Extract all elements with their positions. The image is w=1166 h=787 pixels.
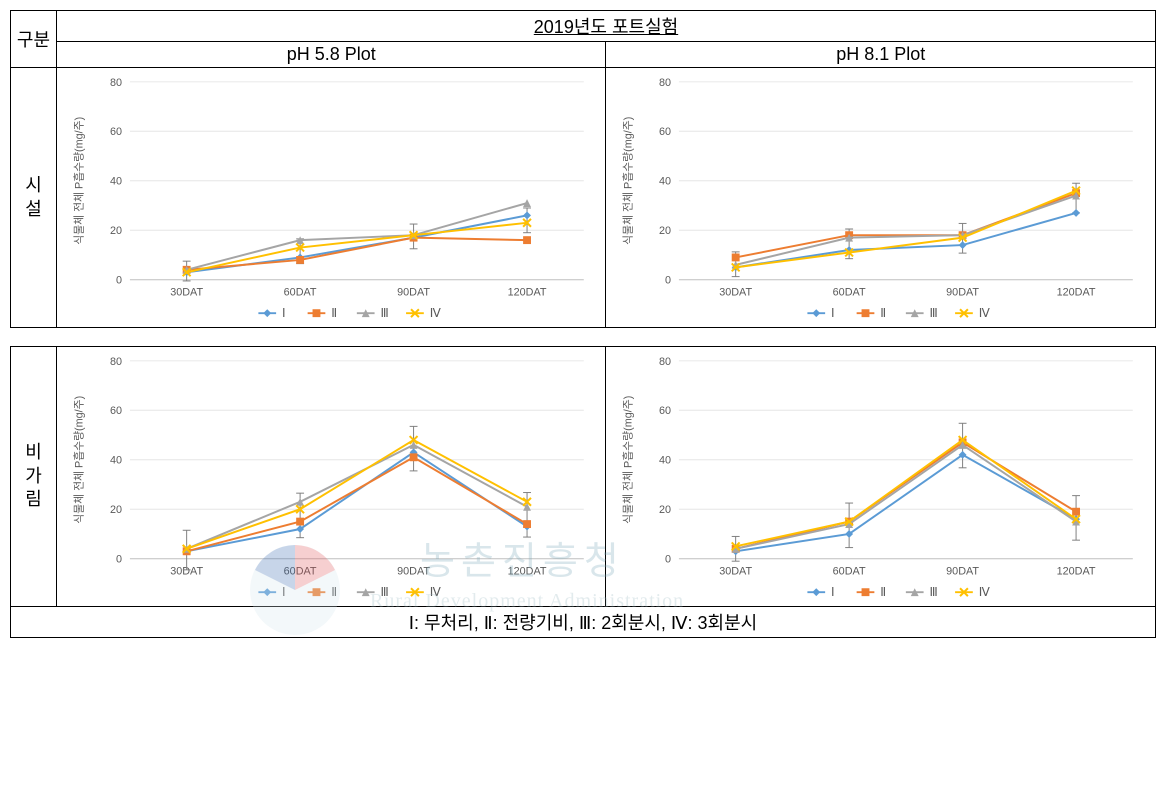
svg-text:120DAT: 120DAT: [508, 565, 547, 577]
svg-text:Ⅲ: Ⅲ: [380, 306, 388, 320]
svg-text:60DAT: 60DAT: [284, 565, 317, 577]
svg-text:60DAT: 60DAT: [833, 565, 866, 577]
svg-text:80: 80: [110, 77, 122, 89]
svg-text:60: 60: [110, 126, 122, 138]
svg-text:Ⅳ: Ⅳ: [430, 306, 441, 320]
svg-text:60: 60: [659, 126, 671, 138]
svg-text:40: 40: [110, 455, 122, 467]
svg-text:Ⅱ: Ⅱ: [881, 585, 887, 599]
svg-text:Ⅰ: Ⅰ: [832, 585, 835, 599]
svg-text:40: 40: [110, 176, 122, 188]
svg-text:Ⅱ: Ⅱ: [881, 306, 887, 320]
svg-text:90DAT: 90DAT: [397, 565, 430, 577]
svg-text:0: 0: [116, 554, 122, 566]
svg-text:Ⅱ: Ⅱ: [331, 585, 337, 599]
svg-text:30DAT: 30DAT: [720, 565, 753, 577]
svg-text:90DAT: 90DAT: [397, 286, 430, 298]
svg-text:20: 20: [110, 225, 122, 237]
svg-text:0: 0: [665, 554, 671, 566]
chart-sisul-ph58: 0 20 40 60 80 식물체 전체 P흡수량(mg/주) 30DAT 60DAT 90DA…: [56, 68, 606, 328]
svg-text:80: 80: [110, 356, 122, 368]
chart-bigarim-ph58: 020406080식물체 전체 P흡수량(mg/주)30DAT60DAT90DA…: [56, 347, 606, 607]
table-bottom: 비 가 림 0 20 40 60 80 식물체 전체 P흡수량(mg/주) 30DAT 60D…: [10, 346, 1156, 638]
rowlabel-sisul: 시 설: [11, 68, 57, 328]
svg-text:80: 80: [659, 356, 671, 368]
svg-text:식물체 전체 P흡수량(mg/주): 식물체 전체 P흡수량(mg/주): [72, 117, 86, 245]
svg-text:120DAT: 120DAT: [508, 286, 547, 298]
svg-text:40: 40: [659, 176, 671, 188]
svg-text:Ⅲ: Ⅲ: [380, 585, 388, 599]
svg-text:Ⅱ: Ⅱ: [331, 306, 337, 320]
svg-text:30DAT: 30DAT: [720, 286, 753, 298]
svg-text:90DAT: 90DAT: [947, 565, 980, 577]
svg-text:40: 40: [659, 455, 671, 467]
svg-text:0: 0: [116, 275, 122, 287]
svg-text:Ⅳ: Ⅳ: [430, 585, 441, 599]
svg-text:Ⅲ: Ⅲ: [930, 585, 938, 599]
svg-text:Ⅰ: Ⅰ: [282, 306, 285, 320]
svg-text:Ⅳ: Ⅳ: [979, 585, 990, 599]
svg-text:20: 20: [659, 504, 671, 516]
svg-text:30DAT: 30DAT: [170, 286, 203, 298]
svg-text:20: 20: [110, 504, 122, 516]
header-ph58: pH 5.8 Plot: [56, 42, 606, 68]
table-top: 구분 2019년도 포트실험 pH 5.8 Plot pH 8.1 Plot 시…: [10, 10, 1156, 328]
header-year-title: 2019년도 포트실험: [56, 11, 1155, 42]
svg-text:80: 80: [659, 77, 671, 89]
header-gubun: 구분: [11, 11, 57, 68]
svg-text:Ⅳ: Ⅳ: [979, 306, 990, 320]
svg-text:20: 20: [659, 225, 671, 237]
svg-text:Ⅰ: Ⅰ: [282, 585, 285, 599]
svg-text:90DAT: 90DAT: [947, 286, 980, 298]
chart-bigarim-ph81: 0 20 40 60 80 식물체 전체 P흡수량(mg/주) 30DAT 60DAT 90DA…: [606, 347, 1156, 607]
footer-legend-text: Ⅰ: 무처리, Ⅱ: 전량기비, Ⅲ: 2회분시, Ⅳ: 3회분시: [11, 607, 1156, 638]
svg-text:식물체 전체 P흡수량(mg/주): 식물체 전체 P흡수량(mg/주): [621, 396, 635, 524]
svg-text:60: 60: [110, 405, 122, 417]
svg-text:Ⅰ: Ⅰ: [832, 306, 835, 320]
svg-text:60: 60: [659, 405, 671, 417]
svg-text:0: 0: [665, 275, 671, 287]
svg-text:120DAT: 120DAT: [1057, 286, 1096, 298]
rowlabel-bigarim: 비 가 림: [11, 347, 57, 607]
svg-text:60DAT: 60DAT: [833, 286, 866, 298]
svg-text:60DAT: 60DAT: [284, 286, 317, 298]
svg-text:식물체 전체 P흡수량(mg/주): 식물체 전체 P흡수량(mg/주): [72, 396, 86, 524]
header-year-title-text: 2019년도 포트실험: [534, 17, 678, 37]
chart-sisul-ph81: 0 20 40 60 80 식물체 전체 P흡수량(mg/주) 30DAT 60DAT 90DA…: [606, 68, 1156, 328]
svg-text:120DAT: 120DAT: [1057, 565, 1096, 577]
svg-text:Ⅲ: Ⅲ: [930, 306, 938, 320]
header-ph81: pH 8.1 Plot: [606, 42, 1156, 68]
svg-text:식물체 전체 P흡수량(mg/주): 식물체 전체 P흡수량(mg/주): [621, 117, 635, 245]
